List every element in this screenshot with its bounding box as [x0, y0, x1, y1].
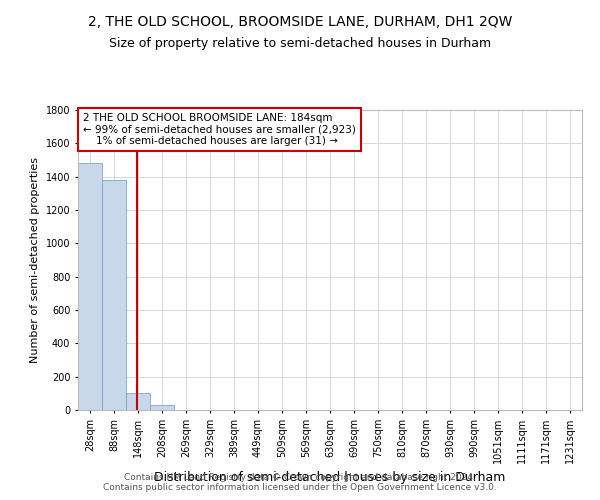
- Text: Contains HM Land Registry data © Crown copyright and database right 2024.
Contai: Contains HM Land Registry data © Crown c…: [103, 473, 497, 492]
- Bar: [150, 405, 174, 410]
- Y-axis label: Number of semi-detached properties: Number of semi-detached properties: [30, 157, 40, 363]
- X-axis label: Distribution of semi-detached houses by size in Durham: Distribution of semi-detached houses by …: [154, 472, 506, 484]
- Bar: [102, 180, 126, 410]
- Bar: [126, 394, 150, 410]
- Text: Size of property relative to semi-detached houses in Durham: Size of property relative to semi-detach…: [109, 38, 491, 51]
- Text: 2, THE OLD SCHOOL, BROOMSIDE LANE, DURHAM, DH1 2QW: 2, THE OLD SCHOOL, BROOMSIDE LANE, DURHA…: [88, 15, 512, 29]
- Text: 2 THE OLD SCHOOL BROOMSIDE LANE: 184sqm
← 99% of semi-detached houses are smalle: 2 THE OLD SCHOOL BROOMSIDE LANE: 184sqm …: [83, 113, 356, 146]
- Bar: [78, 164, 102, 410]
